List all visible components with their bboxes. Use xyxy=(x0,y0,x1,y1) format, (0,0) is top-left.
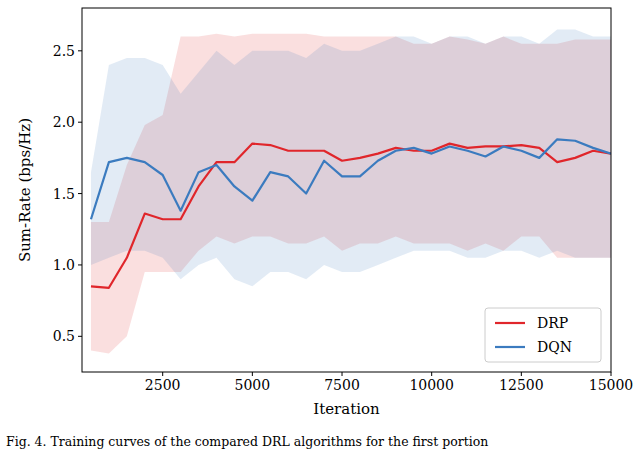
x-tick-label: 2500 xyxy=(145,377,181,393)
x-tick xyxy=(521,372,522,376)
y-tick-label: 0.5 xyxy=(53,328,75,344)
legend-label: DRP xyxy=(537,315,568,331)
x-axis-label: Iteration xyxy=(313,400,380,418)
series-line xyxy=(91,144,611,288)
y-axis-label: Sum-Rate (bps/Hz) xyxy=(16,118,34,262)
x-tick xyxy=(252,372,253,376)
x-tick-label: 7500 xyxy=(324,377,360,393)
legend-swatch xyxy=(495,346,525,348)
x-tick-label: 15000 xyxy=(589,377,634,393)
legend-swatch xyxy=(495,322,525,324)
x-tick xyxy=(611,372,612,376)
x-tick xyxy=(431,372,432,376)
std-band xyxy=(91,29,611,286)
series-line xyxy=(91,139,611,219)
legend-label: DQN xyxy=(537,339,572,355)
chart: 2500 5000 7500 10000 12500 15000 0.5 1.0 1.5 2.0 2… xyxy=(0,0,640,454)
legend: DRP DQN xyxy=(485,308,601,362)
x-tick-label: 12500 xyxy=(499,377,544,393)
x-tick-label: 5000 xyxy=(235,377,271,393)
y-tick xyxy=(78,336,82,337)
plot-area xyxy=(91,29,611,353)
y-tick xyxy=(78,122,82,123)
legend-box xyxy=(485,308,601,362)
y-tick-label: 2.0 xyxy=(53,114,75,130)
y-tick-label: 1.5 xyxy=(53,186,75,202)
y-tick xyxy=(78,193,82,194)
caption: Fig. 4. Training curves of the compared … xyxy=(6,434,488,449)
x-tick xyxy=(162,372,163,376)
x-tick xyxy=(342,372,343,376)
y-tick xyxy=(78,264,82,265)
y-tick-label: 2.5 xyxy=(53,43,75,59)
y-tick xyxy=(78,50,82,51)
frame xyxy=(82,8,611,372)
y-tick-label: 1.0 xyxy=(53,257,75,273)
x-tick-label: 10000 xyxy=(409,377,454,393)
